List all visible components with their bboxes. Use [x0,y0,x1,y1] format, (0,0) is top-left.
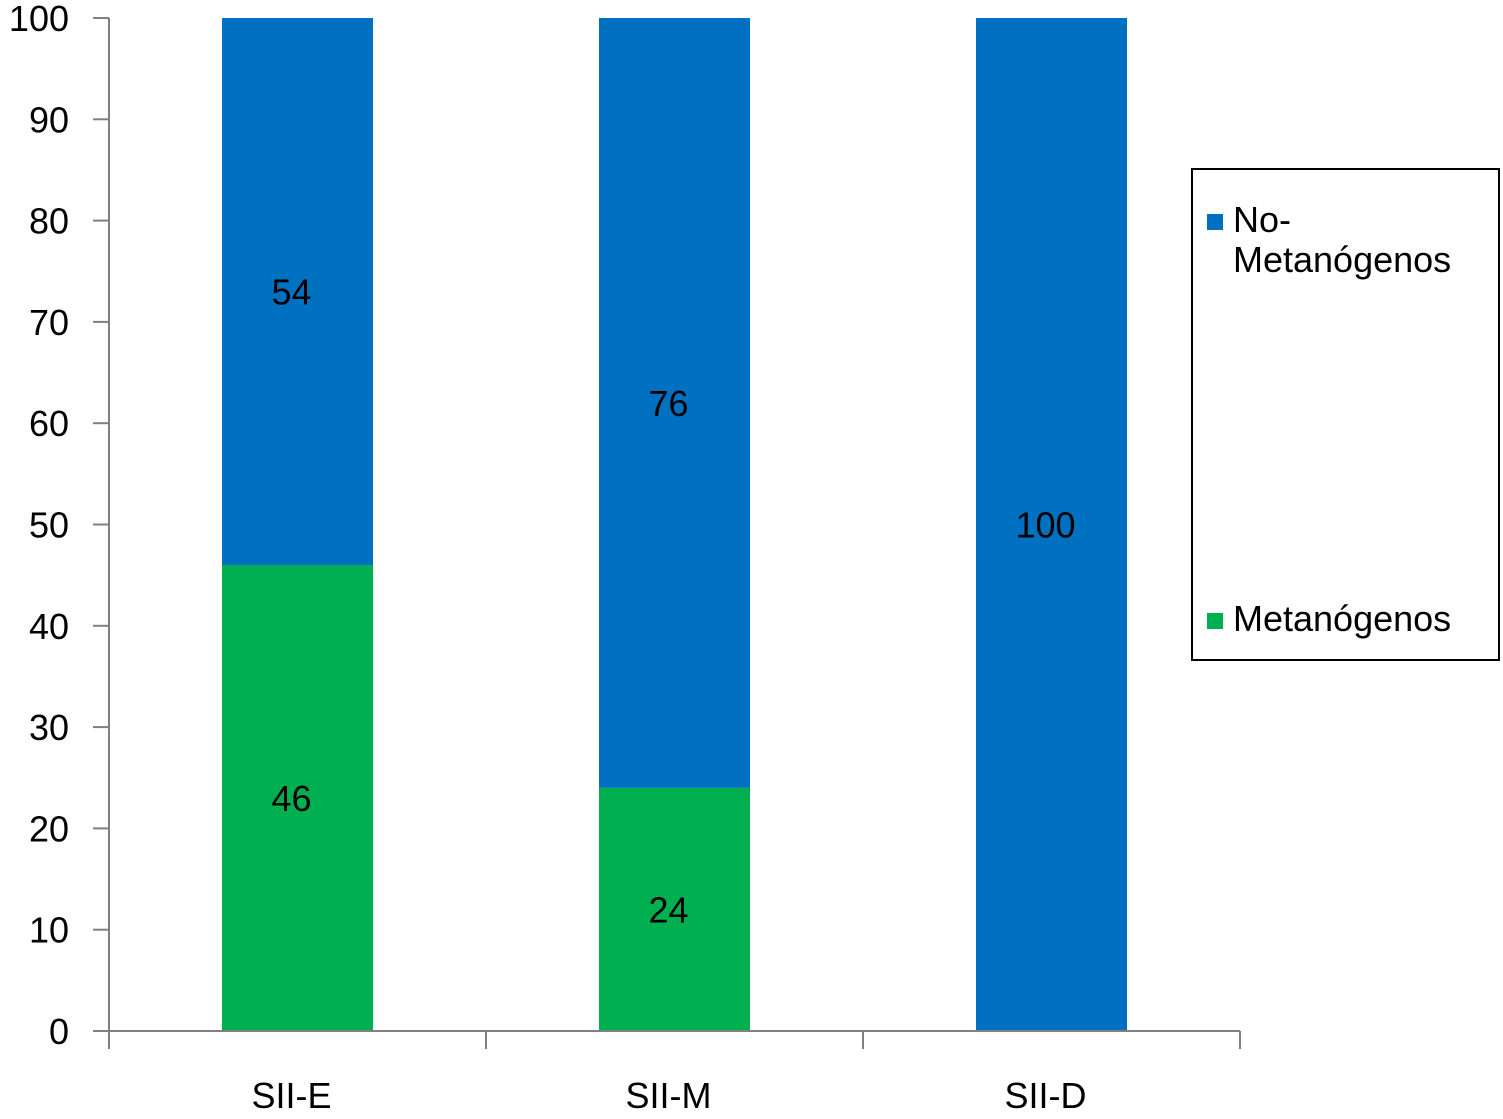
y-tick-label-90: 90 [29,99,69,140]
x-tick-label-sii-m: SII-M [626,1075,712,1116]
y-tick-label-50: 50 [29,505,69,546]
bar-sii-m-series-0 [599,787,750,1031]
bar-sii-m-series-1 [599,18,750,788]
y-tick-label-70: 70 [29,302,69,343]
y-tick-label-40: 40 [29,606,69,647]
x-tick-label-sii-d: SII-D [1004,1075,1086,1116]
y-tick-label-60: 60 [29,403,69,444]
y-tick-label-100: 100 [9,0,69,39]
legend-label-no-metanogenos: No-Metanógenos [1233,199,1452,280]
legend-item-metanogenos: Metanógenos [1207,599,1495,639]
data-label-sii-e-series-1: 54 [271,272,311,313]
legend-swatch-no-metanogenos [1207,214,1223,230]
y-tick-label-10: 10 [29,910,69,951]
data-label-sii-d-series-1: 100 [1015,505,1075,546]
data-label-sii-e-series-0: 46 [271,778,311,819]
x-tick-label-sii-e: SII-E [251,1075,331,1116]
data-label-sii-m-series-0: 24 [648,889,688,930]
bar-sii-d-series-1 [976,18,1127,1031]
y-tick-label-80: 80 [29,201,69,242]
bar-sii-e-series-1 [222,18,373,566]
y-tick-label-30: 30 [29,707,69,748]
legend-swatch-metanogenos [1207,613,1223,629]
axes-group: 0 10 20 30 40 50 60 70 80 90 100 SII-E SII-M SII-D [9,0,1241,1116]
legend: No-Metanógenos Metanógenos [1191,168,1500,661]
data-label-sii-m-series-1: 76 [648,383,688,424]
y-tick-label-0: 0 [49,1011,69,1052]
data-labels-group: 46 54 24 76 100 [271,272,1075,931]
legend-label-metanogenos: Metanógenos [1233,598,1452,639]
legend-item-no-metanogenos: No-Metanógenos [1207,200,1495,280]
bar-sii-e-series-0 [222,565,373,1031]
bars-group [222,18,1127,1031]
y-tick-label-20: 20 [29,808,69,849]
